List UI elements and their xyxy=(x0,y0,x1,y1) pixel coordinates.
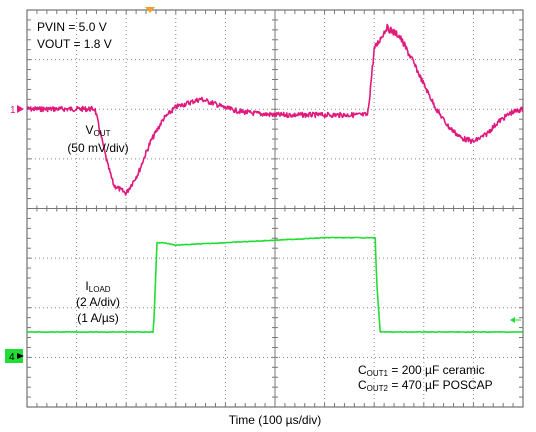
iload-name-sub: LOAD xyxy=(88,285,111,294)
cout2-value: = 470 µF POSCAP xyxy=(388,378,493,392)
vout-setpoint-label: VOUT = 1.8 V xyxy=(37,37,112,51)
iload-trace xyxy=(26,236,524,334)
cout2-prefix: C xyxy=(358,378,367,392)
ch4-marker-label: 4 xyxy=(9,352,15,363)
trigger-marker-icon xyxy=(145,7,155,13)
cout2-label: COUT2 = 470 µF POSCAP xyxy=(358,378,493,396)
ch1-marker-arrow-icon xyxy=(17,105,24,113)
iload-rate-label: (1 A/µs) xyxy=(77,311,119,325)
cout1-value: = 200 µF ceramic xyxy=(388,363,485,377)
vout-channel-label: VOUT xyxy=(58,123,138,141)
ch4-marker-box xyxy=(5,349,23,363)
ch4-marker-arrow-icon xyxy=(17,353,24,359)
iload-channel-label: ILOAD xyxy=(58,279,138,297)
grid xyxy=(27,10,523,407)
vout-name-prefix: V xyxy=(85,123,94,137)
ch1-marker-label: 1 xyxy=(10,105,16,116)
ch4-right-arrow-icon xyxy=(510,317,521,323)
cout2-sub: OUT2 xyxy=(366,384,389,393)
x-axis-label: Time (100 µs/div) xyxy=(228,413,322,427)
ch1-ground-marker: 1 xyxy=(10,105,24,116)
cout1-prefix: C xyxy=(358,363,367,377)
iload-scale-label: (2 A/div) xyxy=(75,295,120,309)
vout-trace xyxy=(26,23,524,196)
pvin-label: PVIN = 5.0 V xyxy=(37,20,107,34)
iload-name-prefix: I xyxy=(85,279,89,293)
ch4-ground-marker: 4 xyxy=(5,349,24,363)
vout-name-sub: OUT xyxy=(93,129,111,138)
cout1-label: COUT1 = 200 µF ceramic xyxy=(358,363,485,381)
cout1-sub: OUT1 xyxy=(366,369,389,378)
vout-scale-label: (50 mV/div) xyxy=(67,141,129,155)
